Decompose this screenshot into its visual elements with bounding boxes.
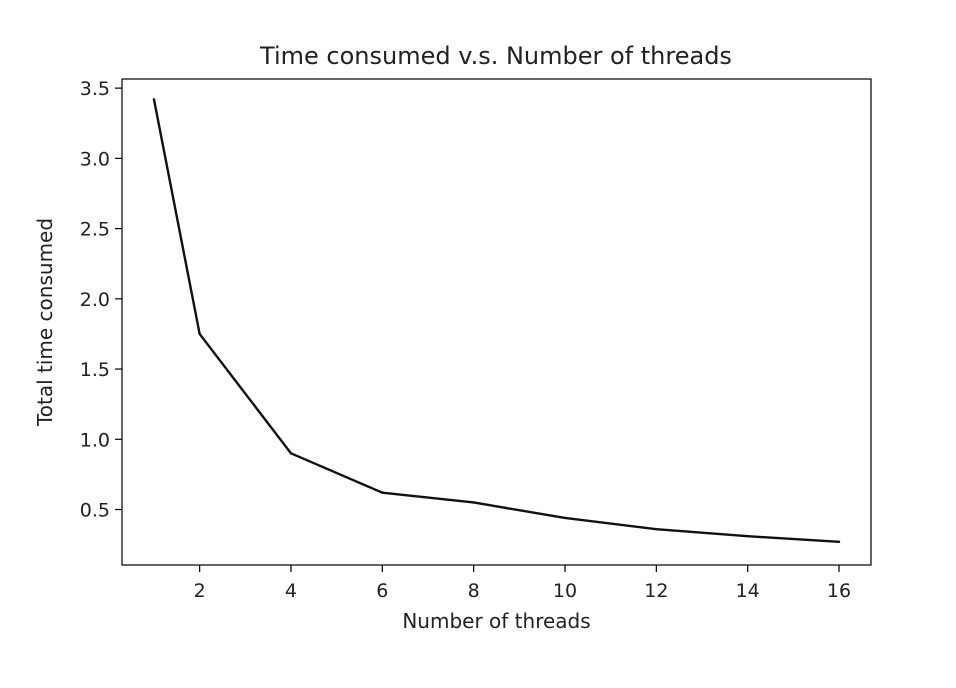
y-tick-label: 1.5 [80,359,110,381]
data-point [746,535,749,538]
data-point [472,501,475,504]
x-axis: 2 4 6 8 10 12 14 16 [194,565,851,602]
y-tick-label: 2.0 [80,289,110,311]
data-point [152,98,156,101]
x-tick-label: 2 [194,580,206,602]
x-tick-label: 14 [736,580,760,602]
x-tick-label: 8 [468,580,480,602]
y-tick-label: 0.5 [80,500,110,522]
series-layer [152,98,841,544]
x-tick-label: 4 [285,580,297,602]
x-tick-label: 12 [644,580,668,602]
chart-title: Time consumed v.s. Number of threads [259,42,732,70]
data-point [563,516,567,520]
x-tick-label: 10 [553,580,577,602]
y-tick-label: 2.5 [80,219,110,241]
y-tick-label: 3.0 [80,148,110,170]
y-axis: 0.5 1.0 1.5 2.0 2.5 3.0 3.5 [80,78,122,522]
x-tick-label: 16 [827,580,851,602]
y-tick-label: 1.0 [80,429,110,451]
data-point [198,332,201,336]
plot-area-frame [121,78,872,566]
data-point [289,452,293,455]
series-line [152,99,840,544]
data-point [655,527,658,531]
data-point [381,491,384,494]
data-point [837,540,841,544]
y-tick-label: 3.5 [80,78,110,100]
x-axis-label: Number of threads [402,609,590,633]
x-tick-label: 6 [376,580,388,602]
y-axis-label: Total time consumed [33,218,57,427]
